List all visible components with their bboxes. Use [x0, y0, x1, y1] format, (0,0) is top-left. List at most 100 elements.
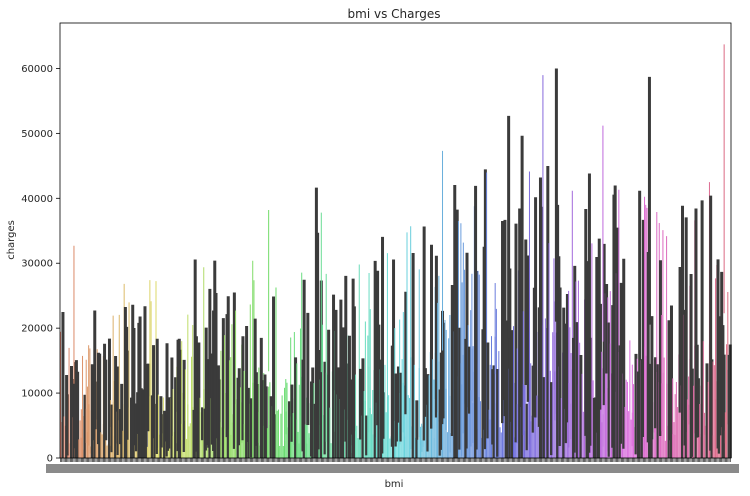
bar — [357, 438, 359, 458]
plot-frame — [59, 22, 732, 459]
bar — [199, 397, 201, 458]
bar — [330, 443, 332, 458]
bar — [625, 379, 627, 458]
bar — [552, 332, 554, 458]
bar — [383, 419, 385, 458]
y-tick-label: 20000 — [21, 324, 53, 335]
y-tick-label: 0 — [47, 454, 53, 465]
bar — [100, 432, 102, 458]
bar — [548, 324, 550, 458]
bar — [401, 359, 403, 458]
bar — [606, 336, 608, 458]
bar — [188, 426, 190, 458]
bar — [134, 445, 136, 458]
bar — [471, 348, 473, 458]
bar — [101, 434, 103, 458]
bar — [299, 379, 301, 458]
bar — [664, 440, 666, 458]
bar — [282, 446, 284, 458]
bar — [633, 384, 635, 458]
bar — [285, 411, 287, 458]
bar — [184, 399, 186, 458]
bar — [494, 336, 496, 458]
bar — [468, 386, 470, 458]
bar — [63, 416, 65, 458]
y-tick-label: 50000 — [21, 129, 53, 140]
bar — [713, 365, 715, 458]
bar — [582, 411, 584, 458]
bar — [479, 401, 481, 458]
bar — [266, 428, 268, 458]
bar — [448, 338, 450, 458]
bar — [432, 359, 434, 458]
bar — [422, 438, 424, 458]
bar — [389, 438, 391, 458]
bar — [95, 409, 97, 458]
bar — [675, 382, 677, 458]
bar — [624, 406, 626, 458]
bar — [488, 409, 490, 458]
x-tick-labels-overlap — [46, 464, 739, 473]
bar — [498, 351, 500, 458]
bar — [652, 439, 654, 458]
bar — [407, 395, 409, 458]
bar — [702, 341, 704, 458]
bar — [693, 385, 695, 458]
bar — [609, 343, 611, 458]
bar — [419, 437, 421, 458]
bar — [536, 395, 538, 458]
bar — [500, 432, 502, 458]
bar — [371, 414, 372, 458]
bar — [704, 425, 706, 458]
y-tick-label: 30000 — [21, 259, 53, 270]
bar — [531, 415, 533, 458]
bar — [388, 395, 390, 458]
bar — [525, 325, 527, 458]
bar — [106, 445, 108, 458]
bar — [385, 412, 387, 458]
bar — [553, 335, 555, 458]
bar — [390, 436, 392, 458]
y-tick-label: 40000 — [21, 194, 53, 205]
bar — [277, 409, 279, 458]
bar — [443, 379, 445, 458]
bar — [581, 373, 583, 458]
bar — [417, 439, 419, 458]
bar — [629, 340, 631, 458]
bar — [408, 397, 410, 458]
bar — [281, 395, 283, 458]
bar — [78, 439, 80, 458]
bar — [239, 387, 241, 458]
bar — [297, 431, 299, 458]
chart-title: bmi vs Charges — [348, 7, 441, 21]
bar — [663, 357, 665, 458]
bar — [122, 430, 124, 458]
bar — [630, 419, 632, 458]
bar — [276, 410, 278, 458]
bar — [599, 366, 601, 458]
bar — [268, 386, 270, 458]
y-tick-label: 60000 — [21, 64, 53, 75]
bar — [428, 375, 430, 458]
plot-area: 0 10000 20000 30000 40000 50000 60000 — [21, 22, 739, 473]
y-axis-label: charges — [6, 220, 17, 260]
bar — [628, 411, 630, 458]
bar — [726, 344, 728, 458]
bar — [279, 445, 281, 458]
bar — [569, 327, 571, 458]
bar — [329, 407, 331, 458]
bar — [677, 407, 679, 458]
x-axis-label: bmi — [385, 479, 404, 490]
bar — [688, 404, 690, 458]
bar — [397, 399, 399, 458]
y-tick-label: 10000 — [21, 389, 53, 400]
bar — [356, 425, 358, 458]
bar — [146, 446, 148, 458]
bar — [363, 391, 365, 458]
bar — [446, 432, 448, 458]
bar — [424, 396, 426, 458]
bar — [724, 430, 726, 458]
bar — [304, 424, 306, 458]
bar — [186, 438, 188, 458]
